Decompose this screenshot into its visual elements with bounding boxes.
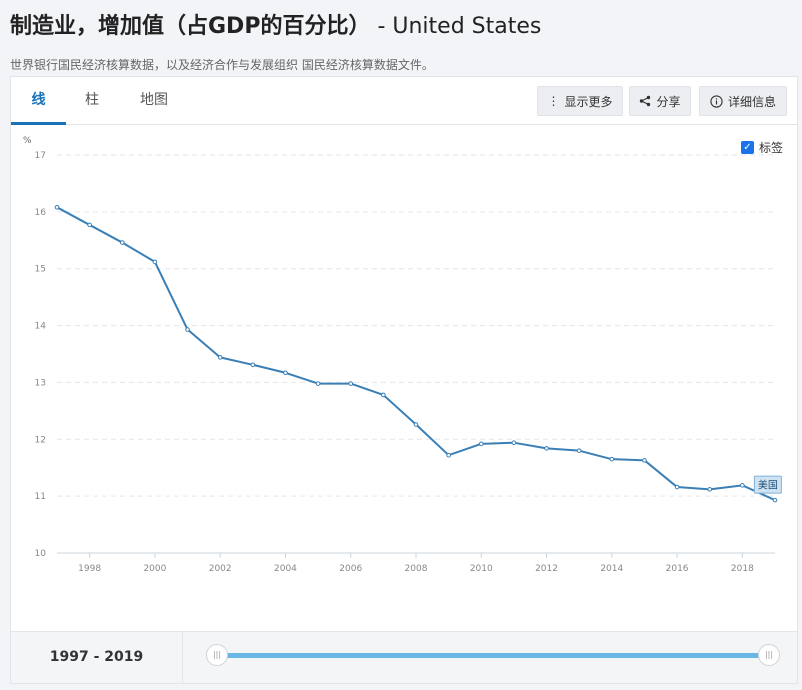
y-tick-label: 11 — [35, 492, 46, 502]
y-tick-label: 17 — [35, 151, 46, 161]
x-tick-label: 2010 — [470, 564, 493, 574]
label-toggle-text: 标签 — [758, 141, 783, 155]
x-tick-label: 1998 — [78, 564, 101, 574]
page-title: 制造业，增加值（占GDP的百分比） - United States — [10, 14, 542, 39]
x-tick-label: 2004 — [274, 564, 297, 574]
range-label: 1997 - 2019 — [11, 632, 183, 684]
y-tick-label: 12 — [35, 435, 46, 445]
data-point — [674, 484, 680, 490]
data-point — [642, 458, 647, 463]
range-slider-track[interactable] — [217, 653, 769, 658]
line-chart: % 10 11 12 13 14 15 16 17 1998 2000 2002 2004 2006 200… — [23, 136, 782, 574]
share-icon — [640, 95, 651, 107]
data-point — [185, 327, 190, 332]
y-tick-label: 16 — [35, 208, 47, 218]
x-tick-label: 2000 — [143, 564, 166, 574]
range-end-handle[interactable]: ||| — [758, 644, 780, 666]
x-tick-label: 2012 — [535, 564, 558, 574]
details-label: 详细信息 — [727, 94, 776, 109]
tab-bar[interactable]: 柱 — [85, 92, 99, 108]
data-point — [576, 448, 582, 453]
data-point — [413, 422, 419, 427]
series-label: 美国 — [758, 479, 778, 492]
x-tick-label: 2016 — [666, 564, 689, 574]
data-point — [478, 441, 484, 447]
data-point — [250, 362, 256, 368]
data-point — [315, 381, 321, 386]
country-name: - United States — [370, 14, 542, 39]
data-point — [348, 381, 354, 386]
details-button[interactable]: 详细信息 — [699, 86, 787, 116]
y-tick-label: 15 — [35, 265, 46, 275]
data-point — [381, 392, 386, 398]
data-point — [87, 222, 92, 228]
x-tick-label: 2018 — [731, 564, 754, 574]
data-point — [707, 487, 713, 492]
data-point — [283, 370, 288, 376]
y-axis-unit-label: % — [23, 136, 32, 146]
data-point — [446, 452, 451, 458]
data-point — [609, 456, 615, 462]
x-tick-label: 2006 — [339, 564, 362, 574]
chart-type-tabs: 线 柱 地图 ⋮ 显示更多 分享 详细信息 — [11, 77, 797, 125]
y-tick-label: 13 — [35, 378, 46, 388]
tab-line[interactable]: 线 — [11, 77, 66, 125]
x-tick-label: 2008 — [405, 564, 428, 574]
range-bar: 1997 - 2019 ||| ||| — [10, 632, 798, 684]
share-label: 分享 — [656, 94, 681, 109]
label-toggle[interactable]: ✓ 标签 — [740, 139, 783, 156]
data-point — [740, 483, 745, 488]
share-button[interactable]: 分享 — [629, 86, 691, 116]
tab-map[interactable]: 地图 — [140, 92, 168, 108]
data-point — [544, 446, 549, 451]
data-point — [54, 205, 60, 210]
series-line — [56, 206, 776, 502]
y-tick-label: 10 — [35, 549, 47, 559]
data-point — [772, 497, 778, 503]
range-start-handle[interactable]: ||| — [206, 644, 228, 666]
data-point — [217, 355, 223, 360]
series-label-box — [753, 475, 782, 494]
x-tick-label: 2014 — [600, 564, 623, 574]
data-point — [511, 440, 517, 445]
label-checkbox[interactable]: ✓ — [740, 141, 754, 154]
chart-panel: 线 柱 地图 ⋮ 显示更多 分享 详细信息 ✓ 标签 % 10 11 12 13 14 15… — [10, 76, 798, 632]
x-tick-label: 2002 — [209, 564, 232, 574]
show-more-button[interactable]: ⋮ 显示更多 — [537, 86, 623, 116]
show-more-label: 显示更多 — [564, 94, 613, 109]
vertical-ellipsis-icon: ⋮ — [547, 94, 560, 108]
data-point — [152, 259, 158, 265]
info-icon — [710, 94, 723, 108]
data-point — [119, 240, 125, 245]
y-tick-label: 14 — [35, 322, 47, 332]
source-note: 世界银行国民经济核算数据，以及经济合作与发展组织 国民经济核算数据文件。 — [10, 58, 434, 72]
